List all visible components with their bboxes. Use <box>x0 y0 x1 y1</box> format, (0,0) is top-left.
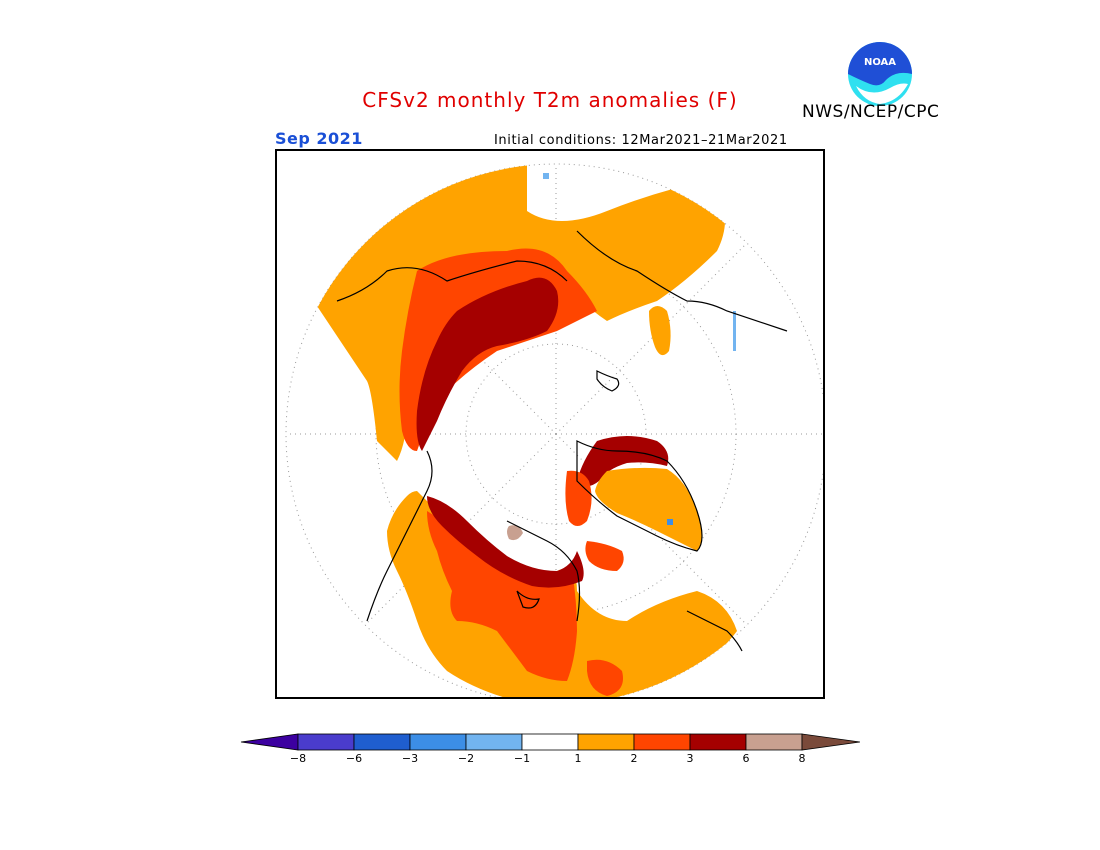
anomaly-region-scandinavia-1to2 <box>649 306 671 356</box>
forecast-month: Sep 2021 <box>275 129 363 148</box>
legend-bin <box>353 733 411 751</box>
anomaly-region-greenland-3to6 <box>577 436 669 486</box>
legend-bin <box>521 733 579 751</box>
legend-bin <box>297 733 355 751</box>
legend-tick-label: −1 <box>513 752 531 765</box>
anomaly-region-north-america-2to3 <box>427 511 577 681</box>
legend-tick-label: 6 <box>742 752 750 765</box>
coastlines <box>336 230 788 652</box>
legend-tick-label: −6 <box>345 752 363 765</box>
anomaly-region-cool-3 <box>667 519 673 525</box>
anomaly-region-greenland-1to2 <box>595 467 702 551</box>
legend-tick-label: 8 <box>798 752 806 765</box>
anomaly-region-alaska-6to8 <box>507 525 523 541</box>
legend-arrow-low <box>240 733 299 751</box>
anomaly-region-siberia-3to6 <box>416 277 559 451</box>
legend-tick-label: −8 <box>289 752 307 765</box>
anomaly-region-baffin-2to3 <box>565 470 592 526</box>
legend-tick-label: −2 <box>457 752 475 765</box>
anomaly-region-cool-2 <box>733 311 736 351</box>
legend-bin <box>577 733 635 751</box>
legend-tick-label: −3 <box>401 752 419 765</box>
chart-title: CFSv2 monthly T2m anomalies (F) <box>362 88 738 112</box>
anomaly-region-siberia-1to2 <box>307 164 725 461</box>
color-legend-bar <box>240 733 861 751</box>
organization-label: NWS/NCEP/CPC <box>802 102 940 122</box>
polar-map <box>275 149 825 699</box>
noaa-logo-icon: NOAA <box>846 40 914 108</box>
legend-bin <box>633 733 691 751</box>
legend-bin <box>745 733 803 751</box>
legend-bin <box>689 733 747 751</box>
anomaly-region-canada-3to6 <box>427 496 584 588</box>
legend-tick-label: 3 <box>686 752 694 765</box>
noaa-logo-text: NOAA <box>864 57 896 68</box>
anomaly-region-cool-1 <box>543 173 549 179</box>
legend-tick-labels: −8 −6 −3 −2 −1 1 2 3 6 8 <box>0 752 1100 768</box>
legend-bin <box>409 733 467 751</box>
legend-bin <box>465 733 523 751</box>
anomaly-region-hudson-2to3 <box>585 541 624 571</box>
initial-conditions: Initial conditions: 12Mar2021–21Mar2021 <box>494 133 788 148</box>
legend-arrow-high <box>801 733 861 751</box>
anomaly-region-atlantic-2to3 <box>587 659 623 696</box>
legend-tick-label: 1 <box>574 752 582 765</box>
legend-tick-label: 2 <box>630 752 638 765</box>
